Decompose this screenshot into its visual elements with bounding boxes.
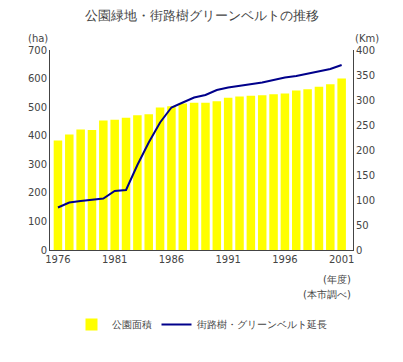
svg-text:(Km): (Km) [355,33,379,44]
svg-text:50: 50 [356,220,369,231]
svg-text:250: 250 [356,120,375,131]
svg-text:(年度): (年度) [323,274,351,285]
svg-text:(本市調べ): (本市調べ) [303,289,351,300]
svg-text:200: 200 [356,145,375,156]
svg-text:400: 400 [28,130,47,141]
svg-text:300: 300 [28,159,47,170]
svg-text:400: 400 [356,45,375,56]
svg-text:150: 150 [356,170,375,181]
svg-text:200: 200 [28,187,47,198]
svg-text:(ha): (ha) [28,33,48,44]
svg-text:0: 0 [41,245,47,256]
svg-text:100: 100 [356,195,375,206]
svg-text:300: 300 [356,95,375,106]
svg-text:700: 700 [28,45,47,56]
svg-text:街路樹・グリーンベルト延長: 街路樹・グリーンベルト延長 [197,319,327,330]
svg-text:0: 0 [356,245,362,256]
svg-text:1996: 1996 [272,254,297,265]
svg-text:100: 100 [28,216,47,227]
svg-text:公園面積: 公園面積 [112,319,152,330]
svg-text:1991: 1991 [215,254,240,265]
svg-text:2001: 2001 [329,254,354,265]
svg-text:1981: 1981 [102,254,127,265]
svg-text:600: 600 [28,73,47,84]
svg-text:公園緑地・街路樹グリーンベルトの推移: 公園緑地・街路樹グリーンベルトの推移 [85,8,319,23]
svg-text:350: 350 [356,70,375,81]
svg-text:1976: 1976 [45,254,70,265]
svg-text:1986: 1986 [159,254,184,265]
svg-text:500: 500 [28,102,47,113]
